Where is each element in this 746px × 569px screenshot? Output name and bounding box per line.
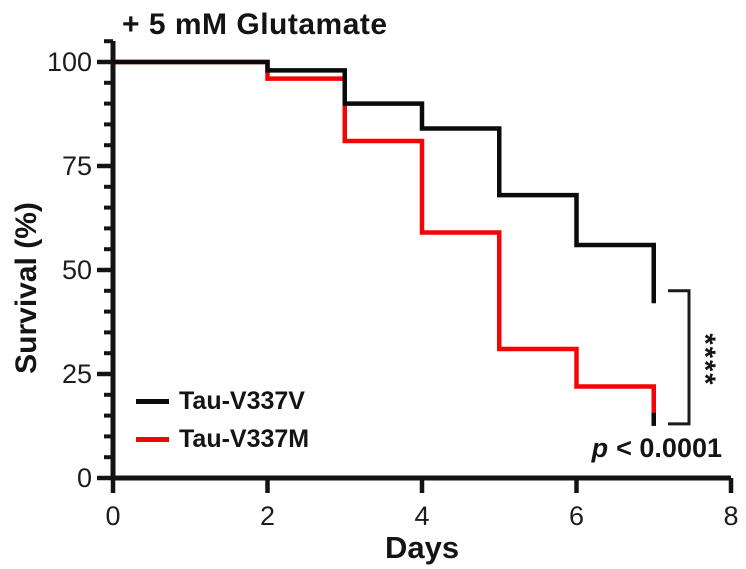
p-value-text: < 0.0001 bbox=[616, 433, 722, 463]
legend-swatch-red bbox=[136, 437, 169, 442]
legend-swatch-black bbox=[136, 399, 169, 404]
x-tick-label: 4 bbox=[414, 501, 429, 531]
chart-title: + 5 mM Glutamate bbox=[122, 8, 388, 41]
legend-item-tau-v337v: Tau-V337V bbox=[136, 387, 309, 416]
survival-curve-tau-v337m bbox=[113, 59, 656, 424]
legend: Tau-V337V Tau-V337M bbox=[136, 387, 309, 454]
x-tick-label: 2 bbox=[260, 501, 275, 531]
significance-stars: **** bbox=[688, 333, 721, 387]
x-axis-title: Days bbox=[384, 530, 460, 565]
x-tick-label: 8 bbox=[723, 501, 738, 531]
y-tick-label: 50 bbox=[62, 255, 92, 285]
y-tick-label: 100 bbox=[47, 47, 92, 77]
survival-curve-tau-v337v bbox=[113, 59, 656, 304]
p-symbol: p bbox=[591, 433, 609, 463]
y-tick-label: 25 bbox=[62, 359, 92, 389]
y-tick-label: 75 bbox=[62, 151, 92, 181]
legend-item-tau-v337m: Tau-V337M bbox=[136, 425, 309, 454]
legend-label: Tau-V337V bbox=[179, 387, 305, 415]
p-value-annotation: p < 0.0001 bbox=[538, 433, 722, 464]
significance-bracket bbox=[668, 289, 691, 426]
legend-label: Tau-V337M bbox=[179, 425, 310, 453]
x-tick-label: 0 bbox=[105, 501, 120, 531]
x-tick-label: 6 bbox=[569, 501, 584, 531]
y-tick-label: 0 bbox=[77, 463, 92, 493]
y-axis-title: Survival (%) bbox=[10, 202, 43, 374]
